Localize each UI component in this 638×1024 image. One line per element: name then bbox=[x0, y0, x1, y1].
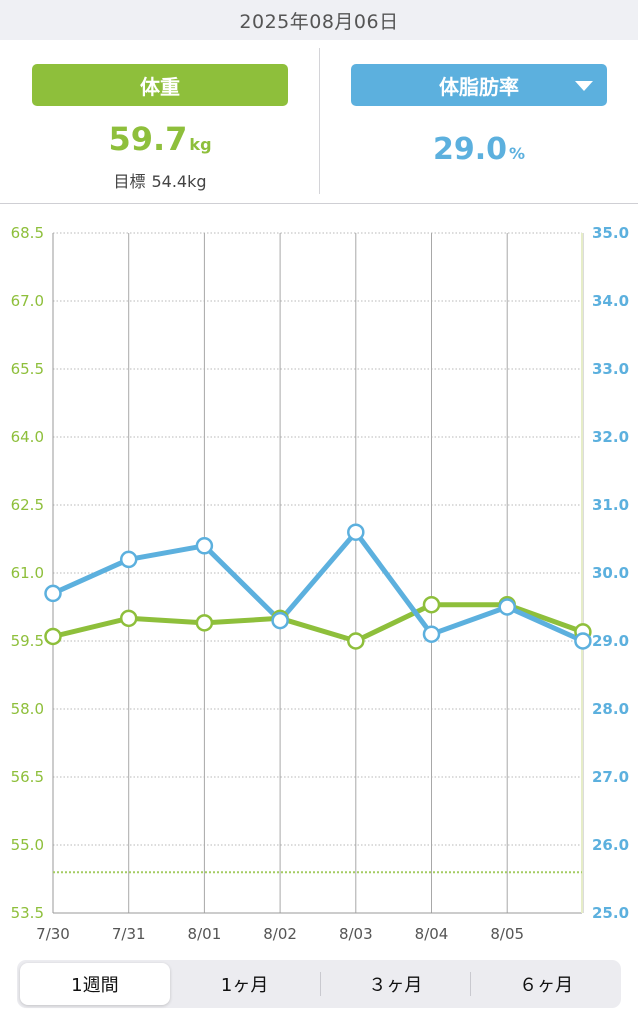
x-tick-label: 8/04 bbox=[415, 925, 449, 943]
x-tick-label: 7/30 bbox=[36, 925, 70, 943]
fat-data-point bbox=[422, 625, 441, 643]
x-tick-label: 8/05 bbox=[490, 925, 524, 943]
y-tick-label-right: 29.0 bbox=[592, 632, 629, 650]
y-tick-label-right: 28.0 bbox=[592, 700, 629, 718]
fat-value: 29.0% bbox=[351, 132, 607, 167]
y-tick-label-left: 55.0 bbox=[11, 836, 44, 854]
fat-series-line bbox=[50, 529, 586, 644]
x-tick-label: 8/02 bbox=[263, 925, 297, 943]
x-tick-label: 8/03 bbox=[339, 925, 373, 943]
tab-label: 1週間 bbox=[71, 975, 119, 996]
y-tick-label-left: 67.0 bbox=[11, 292, 44, 310]
date-header: 2025年08月06日 bbox=[0, 0, 638, 40]
weight-series-line bbox=[50, 602, 586, 644]
tab-label: ６ヶ月 bbox=[519, 975, 574, 996]
y-tick-label-left: 61.0 bbox=[11, 564, 44, 582]
y-tick-label-left: 58.0 bbox=[11, 700, 44, 718]
date-label: 2025年08月06日 bbox=[239, 10, 399, 33]
y-tick-label-left: 56.5 bbox=[11, 768, 44, 786]
summary-panel: 体重 59.7 kg 目標 54.4kg 体脂肪率 29.0% bbox=[0, 40, 638, 204]
y-tick-label-left: 68.5 bbox=[11, 224, 44, 242]
fat-data-point bbox=[347, 523, 365, 541]
tab-label: 1ヶ月 bbox=[220, 975, 269, 996]
fat-data-point bbox=[119, 550, 138, 569]
tab-separator bbox=[470, 972, 472, 996]
tab-1-month[interactable]: 1ヶ月 bbox=[170, 963, 320, 1005]
fat-data-point bbox=[44, 584, 62, 603]
y-tick-label-right: 32.0 bbox=[592, 428, 629, 446]
x-tick-label: 8/01 bbox=[188, 925, 222, 943]
fat-data-point bbox=[574, 632, 592, 650]
fat-tab-label: 体脂肪率 bbox=[439, 74, 519, 99]
fat-number: 29.0 bbox=[432, 132, 507, 167]
weight-value: 59.7 kg bbox=[32, 120, 288, 158]
tab-label: ３ヶ月 bbox=[368, 975, 423, 996]
summary-divider bbox=[319, 48, 320, 194]
goal-value: 54.4kg bbox=[151, 172, 207, 191]
fat-dropdown-button[interactable]: 体脂肪率 bbox=[351, 64, 607, 106]
y-tick-label-right: 31.0 bbox=[592, 496, 629, 514]
y-tick-label-right: 35.0 bbox=[592, 224, 629, 242]
chevron-down-icon bbox=[575, 81, 593, 91]
weight-data-point bbox=[422, 595, 441, 614]
y-tick-label-left: 64.0 bbox=[11, 428, 44, 446]
y-tick-label-right: 27.0 bbox=[592, 768, 629, 786]
tab-3-months[interactable]: ３ヶ月 bbox=[321, 963, 471, 1005]
weight-tab-button[interactable]: 体重 bbox=[32, 64, 288, 106]
fat-data-point bbox=[195, 537, 214, 555]
weight-data-point bbox=[347, 632, 365, 650]
weight-data-point bbox=[44, 627, 62, 646]
tab-separator bbox=[319, 972, 321, 996]
y-tick-label-left: 62.5 bbox=[11, 496, 44, 514]
fat-unit: % bbox=[509, 144, 526, 163]
weight-data-point bbox=[119, 609, 138, 628]
goal-label: 目標 bbox=[113, 172, 146, 191]
y-tick-label-right: 34.0 bbox=[592, 292, 629, 310]
tab-1-week[interactable]: 1週間 bbox=[20, 963, 170, 1005]
weight-tab-label: 体重 bbox=[140, 74, 180, 99]
fat-data-point bbox=[498, 598, 516, 616]
tab-6-months[interactable]: ６ヶ月 bbox=[471, 963, 621, 1005]
y-tick-label-right: 33.0 bbox=[592, 360, 629, 378]
weight-fat-chart: 68.5 67.0 65.5 64.0 62.5 61.0 59.5 58.0 56.5 55.0… bbox=[11, 224, 629, 943]
y-tick-label-right: 26.0 bbox=[592, 836, 629, 854]
period-selector: 1週間 1ヶ月 ３ヶ月 ６ヶ月 bbox=[17, 960, 621, 1008]
y-tick-label-left: 65.5 bbox=[11, 360, 44, 378]
y-tick-label-right: 30.0 bbox=[592, 564, 629, 582]
fat-data-point bbox=[271, 611, 289, 630]
x-tick-label: 7/31 bbox=[112, 925, 146, 943]
y-tick-label-left: 53.5 bbox=[11, 904, 44, 922]
weight-goal: 目標 54.4kg bbox=[32, 168, 288, 192]
y-tick-label-right: 25.0 bbox=[592, 904, 629, 922]
weight-unit: kg bbox=[189, 135, 212, 154]
y-tick-label-left: 59.5 bbox=[11, 632, 44, 650]
weight-data-point bbox=[195, 614, 214, 632]
weight-number: 59.7 bbox=[108, 120, 188, 158]
